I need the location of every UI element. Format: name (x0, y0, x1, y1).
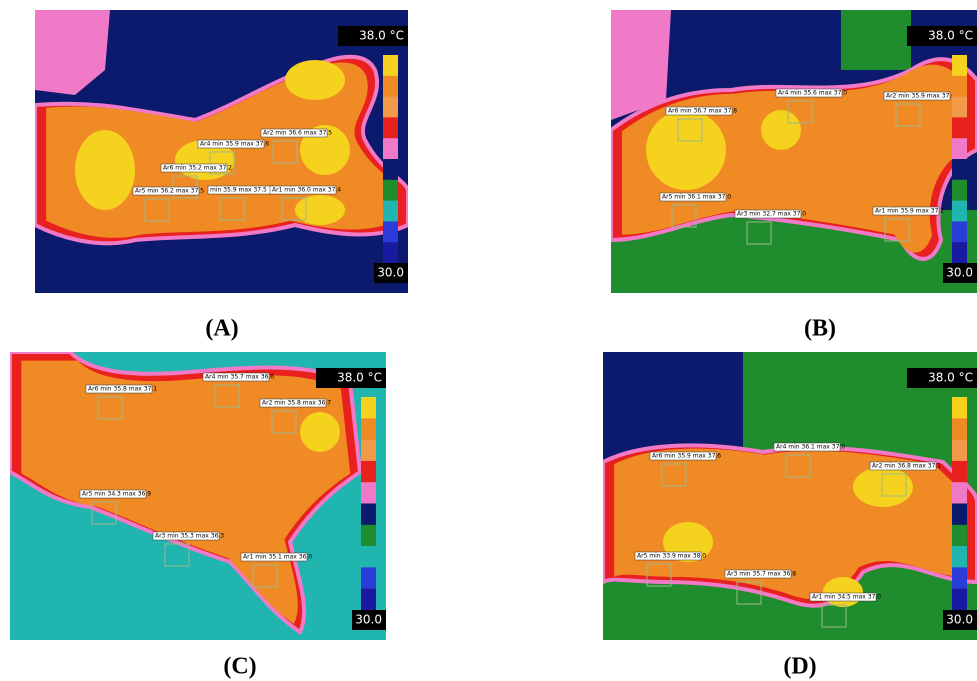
image-content: Ar4 min 35.7 max 36.6 Ar6 min 35.8 max 37… (10, 352, 386, 640)
colorbar-segment (952, 440, 967, 462)
roi-label: Ar4 min 35.9 max 37.6 (200, 141, 269, 148)
roi-label: Ar5 min 36.1 max 37.0 (662, 194, 731, 201)
colorbar-segment (361, 546, 376, 568)
roi-label: Ar4 min 35.6 max 37.0 (778, 90, 847, 97)
colorbar-segment (383, 159, 398, 180)
image-content: Ar4 min 36.1 max 37.0 Ar6 min 35.9 max 37… (603, 352, 977, 640)
colorbar-segment (952, 242, 967, 263)
warm-spot (75, 130, 135, 210)
warm-spot (646, 110, 726, 190)
colorbar-segment (952, 180, 967, 201)
panel-label: (A) (205, 316, 238, 342)
colorbar-segment (361, 461, 376, 483)
colorbar-segment (952, 589, 967, 611)
roi-label: Ar5 min 36.2 max 37.5 (135, 188, 204, 195)
colorbar-segment (952, 117, 967, 138)
roi-label: Ar6 min 36.7 max 37.8 (668, 108, 737, 115)
colorbar-segment (952, 546, 967, 568)
colorbar-segment (952, 567, 967, 589)
roi-label: Ar2 min 35.9 max 37.0 (886, 93, 955, 100)
background-region (603, 582, 743, 640)
figure: Ar2 min 36.6 max 37.5 Ar4 min 35.9 max 37… (0, 0, 977, 681)
colorbar-segment (952, 221, 967, 242)
thermal-image: Ar4 min 35.6 max 37.0 Ar2 min 35.9 max 37… (611, 10, 977, 293)
colorbar-segment (952, 55, 967, 76)
warm-spot (761, 110, 801, 150)
colorbar-segment (383, 97, 398, 118)
scale-min: 30.0 (355, 613, 382, 627)
roi-label: Ar5 min 33.9 max 38.0 (637, 553, 706, 560)
scale-max: 38.0 °C (337, 371, 382, 385)
colorbar-segment (383, 117, 398, 138)
background-region (841, 10, 911, 70)
colorbar-segment (383, 55, 398, 76)
roi-label: Ar3 min 32.7 max 37.0 (737, 211, 806, 218)
scale-max: 38.0 °C (359, 29, 404, 43)
colorbar-segment (383, 180, 398, 201)
roi-label: Ar6 min 35.8 max 37.1 (88, 386, 157, 393)
colorbar-segment (952, 159, 967, 180)
colorbar-segment (952, 397, 967, 419)
image-content: Ar4 min 35.6 max 37.0 Ar2 min 35.9 max 37… (611, 10, 977, 293)
roi-label: Ar1 min 35.1 max 36.0 (243, 554, 312, 561)
roi-label: Ar6 min 35.2 max 37.2 (163, 165, 232, 172)
colorbar-segment (361, 440, 376, 462)
roi-label: Ar1 min 36.0 max 37.4 (272, 187, 341, 194)
panel-label: (B) (804, 316, 836, 342)
roi-label: Ar4 min 35.7 max 36.6 (205, 374, 274, 381)
colorbar-segment (383, 76, 398, 97)
roi-label: Ar3 min 35.3 max 36.3 (155, 533, 224, 540)
colorbar-segment (952, 201, 967, 222)
thermal-image: Ar4 min 36.1 max 37.0 Ar6 min 35.9 max 37… (603, 352, 977, 640)
colorbar-segment (952, 97, 967, 118)
colorbar-segment (361, 589, 376, 611)
colorbar-segment (361, 525, 376, 547)
roi-label: Ar5 min 34.3 max 36.9 (82, 491, 151, 498)
panel-label: (C) (223, 654, 256, 680)
roi-label: Ar2 min 36.6 max 37.5 (263, 130, 332, 137)
colorbar-segment (952, 76, 967, 97)
roi-label: Ar1 min 34.5 max 37.0 (812, 594, 881, 601)
colorbar-segment (952, 138, 967, 159)
panel-label: (D) (783, 654, 816, 680)
scale-min: 30.0 (946, 613, 973, 627)
image-content: Ar2 min 36.6 max 37.5 Ar4 min 35.9 max 37… (35, 10, 408, 293)
warm-spot (823, 577, 863, 607)
roi-label: Ar3 min 35.7 max 36.8 (727, 571, 796, 578)
warm-spot (853, 467, 913, 507)
colorbar-segment (361, 397, 376, 419)
scale-max: 38.0 °C (928, 371, 973, 385)
colorbar-segment (383, 242, 398, 263)
scale-max: 38.0 °C (928, 29, 973, 43)
colorbar-segment (383, 221, 398, 242)
roi-label: Ar6 min 35.9 max 37.6 (652, 453, 721, 460)
colorbar-segment (361, 567, 376, 589)
roi-label: Ar2 min 35.8 max 36.7 (262, 400, 331, 407)
colorbar-segment (952, 461, 967, 483)
thermal-image: Ar2 min 36.6 max 37.5 Ar4 min 35.9 max 37… (35, 10, 408, 293)
roi-label: min 35.9 max 37.5 (210, 187, 267, 194)
colorbar-segment (952, 504, 967, 526)
colorbar-segment (361, 418, 376, 440)
roi-label: Ar4 min 36.1 max 37.0 (776, 444, 845, 451)
colorbar-segment (383, 138, 398, 159)
roi-label: Ar1 min 35.9 max 37.2 (875, 208, 944, 215)
colorbar-segment (952, 418, 967, 440)
scale-min: 30.0 (946, 266, 973, 280)
warm-spot (300, 412, 340, 452)
colorbar-segment (952, 525, 967, 547)
scale-min: 30.0 (377, 266, 404, 280)
colorbar-segment (361, 504, 376, 526)
colorbar-segment (383, 201, 398, 222)
thermal-image: Ar4 min 35.7 max 36.6 Ar6 min 35.8 max 37… (10, 352, 386, 640)
colorbar-segment (952, 482, 967, 504)
roi-label: Ar2 min 36.8 max 37.1 (872, 463, 941, 470)
colorbar-segment (361, 482, 376, 504)
warm-spot (285, 60, 345, 100)
